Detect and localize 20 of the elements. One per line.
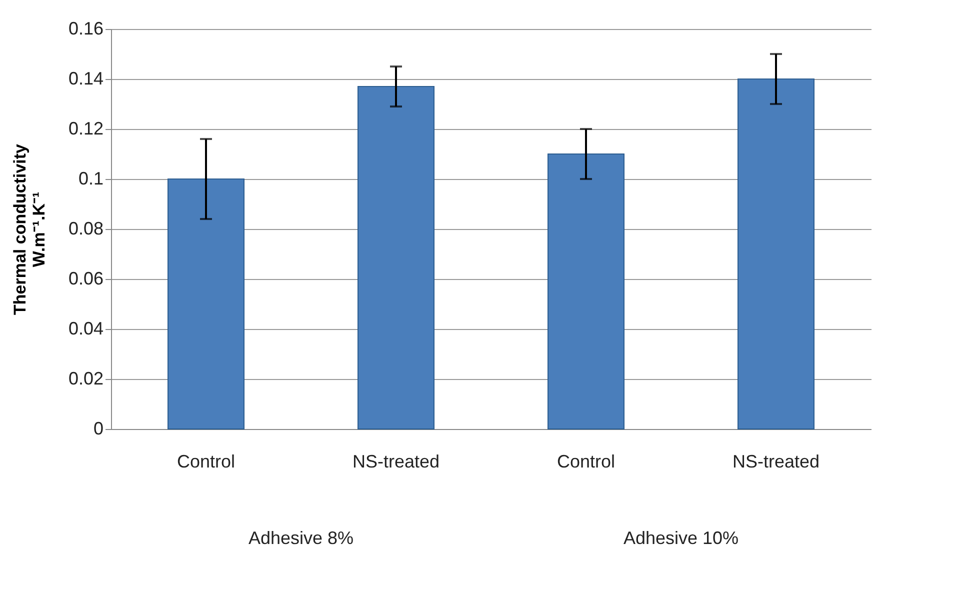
y-tick-label: 0.04 (68, 318, 104, 338)
y-tick-label: 0.08 (68, 218, 104, 238)
y-tick-label: 0.12 (68, 118, 104, 138)
y-tick-label: 0 (93, 418, 104, 438)
y-axis-title: Thermal conductivity W.m⁻¹.K⁻¹ (10, 143, 48, 315)
x-tick-label: NS-treated (732, 452, 820, 472)
text: Adhesive 8% (248, 528, 354, 548)
text: Adhesive 10% (623, 528, 739, 548)
x-tick-label: Control (176, 452, 236, 472)
bar (168, 178, 244, 430)
x-tick-label: NS-treated (352, 452, 440, 472)
y-tick-label: 0.14 (68, 68, 104, 88)
bar (358, 86, 434, 430)
x-tick-label: Control (556, 452, 616, 472)
y-tick-label: 0.1 (78, 168, 104, 188)
y-tick-label: 0.02 (68, 368, 104, 388)
y-tick-label: 0.16 (68, 18, 104, 38)
bar (738, 78, 814, 430)
y-tick-label: 0.06 (68, 268, 104, 288)
bar (548, 154, 624, 430)
